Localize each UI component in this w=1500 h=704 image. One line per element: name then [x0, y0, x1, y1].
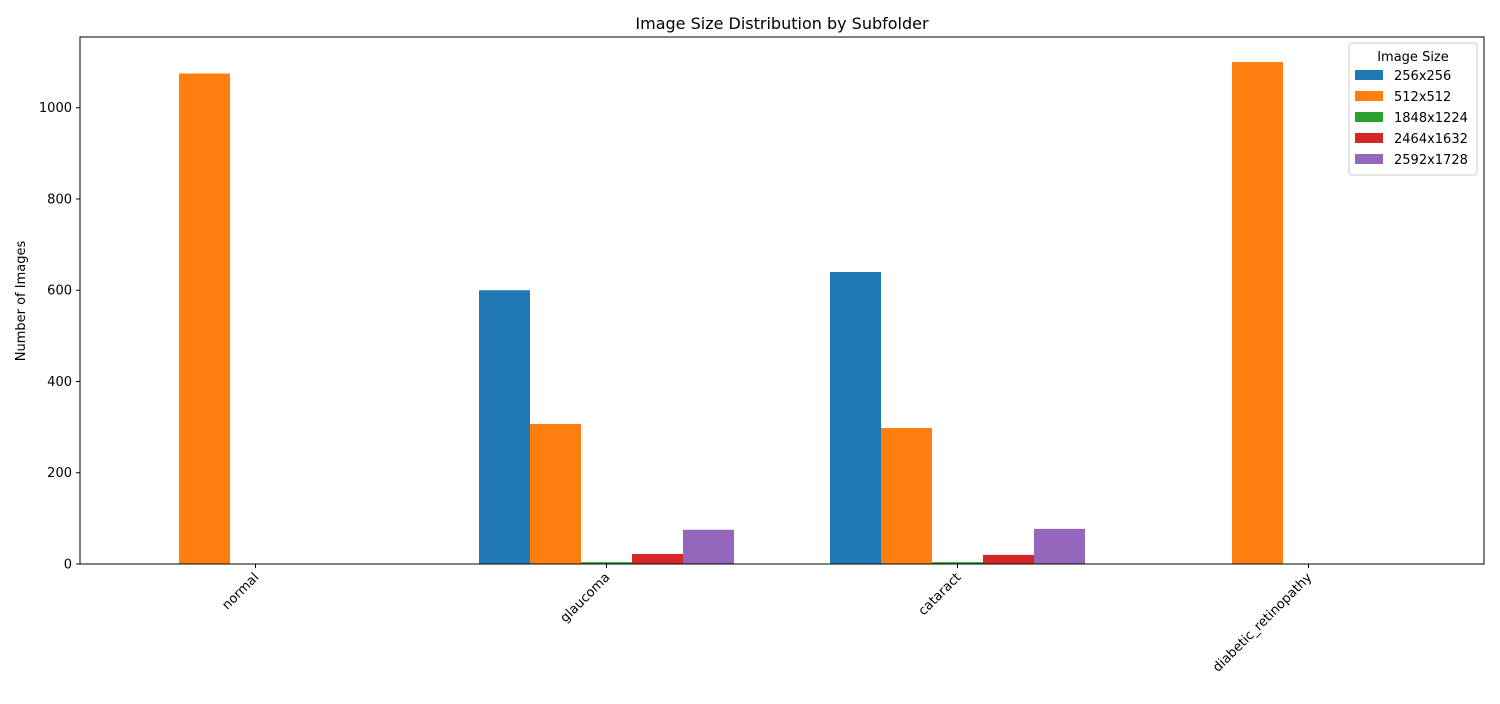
- plot-area: [179, 62, 1283, 564]
- y-axis-label: Number of Images: [14, 241, 29, 362]
- legend-swatch: [1355, 112, 1383, 122]
- y-tick-label: 400: [47, 375, 72, 390]
- legend-item: 1848x1224: [1355, 111, 1468, 126]
- bar: [581, 562, 632, 564]
- legend-item: 512x512: [1355, 90, 1451, 105]
- bar-series-1: [179, 62, 1283, 564]
- bar: [983, 554, 1034, 564]
- y-tick-label: 800: [47, 192, 72, 207]
- y-tick-label: 1000: [39, 101, 72, 116]
- legend-swatch: [1355, 91, 1383, 101]
- legend-swatch: [1355, 70, 1383, 80]
- bar: [881, 428, 932, 564]
- y-tick-label: 200: [47, 466, 72, 481]
- bar: [1232, 62, 1283, 564]
- bar-series-2: [581, 562, 983, 564]
- legend-label: 2592x1728: [1394, 153, 1468, 168]
- bar: [683, 529, 734, 564]
- legend-item: 2592x1728: [1355, 153, 1468, 168]
- legend-label: 512x512: [1394, 90, 1451, 105]
- bar-series-0: [479, 271, 881, 564]
- legend-label: 2464x1632: [1394, 132, 1468, 147]
- bar: [830, 271, 881, 564]
- legend-items: 256x256 512x512 1848x1224 2464x1632 2592x172…: [1355, 69, 1468, 168]
- bar: [932, 562, 983, 564]
- bar: [632, 553, 683, 564]
- y-axis: 0 200 400 600 800 1000: [39, 101, 80, 573]
- bar: [530, 423, 581, 564]
- y-tick-label: 0: [64, 558, 72, 573]
- bar: [479, 290, 530, 564]
- bar: [179, 73, 230, 564]
- legend-label: 1848x1224: [1394, 111, 1468, 126]
- legend-item: 2464x1632: [1355, 132, 1468, 147]
- legend-item: 256x256: [1355, 69, 1451, 84]
- bar-series-4: [683, 528, 1085, 564]
- legend-label: 256x256: [1394, 69, 1451, 84]
- legend-swatch: [1355, 133, 1383, 143]
- chart-title: Image Size Distribution by Subfolder: [635, 14, 929, 33]
- bar-series-3: [632, 553, 1034, 564]
- legend-title: Image Size: [1377, 50, 1449, 65]
- y-tick-label: 600: [47, 284, 72, 299]
- legend-swatch: [1355, 154, 1383, 164]
- plot-frame: [79, 36, 1485, 565]
- legend: Image Size 256x256 512x512 1848x1224 2464x1…: [1348, 42, 1478, 176]
- bar: [1034, 528, 1085, 564]
